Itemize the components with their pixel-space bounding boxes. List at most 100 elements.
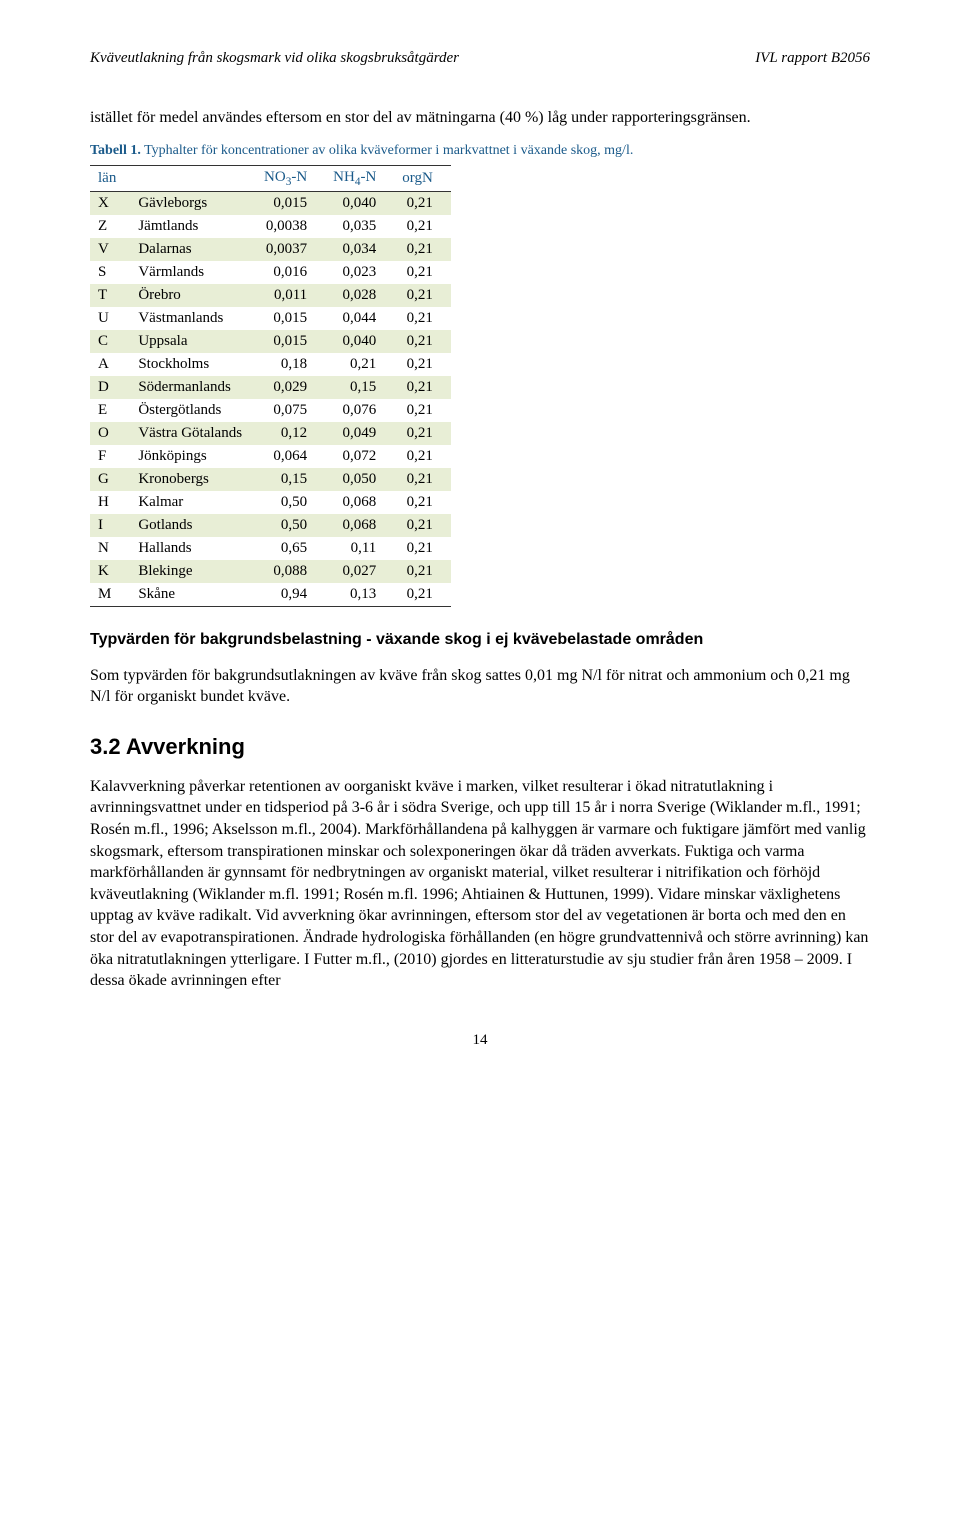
table-cell: Z	[90, 215, 130, 238]
table-row: OVästra Götalands0,120,0490,21	[90, 422, 451, 445]
table-cell: 0,21	[394, 307, 451, 330]
table-cell: 0,029	[256, 376, 325, 399]
table-cell: 0,028	[325, 284, 394, 307]
table-cell: Gävleborgs	[130, 191, 256, 215]
table-cell: Blekinge	[130, 560, 256, 583]
table-row: NHallands0,650,110,21	[90, 537, 451, 560]
table-row: ZJämtlands0,00380,0350,21	[90, 215, 451, 238]
table-row: MSkåne0,940,130,21	[90, 583, 451, 607]
table-cell: 0,011	[256, 284, 325, 307]
table-row: UVästmanlands0,0150,0440,21	[90, 307, 451, 330]
table-row: AStockholms0,180,210,21	[90, 353, 451, 376]
table-cell: 0,015	[256, 191, 325, 215]
table-cell: Jönköpings	[130, 445, 256, 468]
table-row: HKalmar0,500,0680,21	[90, 491, 451, 514]
table-cell: Västra Götalands	[130, 422, 256, 445]
table-cell: 0,0038	[256, 215, 325, 238]
table-cell: 0,15	[256, 468, 325, 491]
section-body: Kalavverkning påverkar retentionen av oo…	[90, 776, 870, 992]
table-caption: Tabell 1. Typhalter för koncentrationer …	[90, 143, 870, 159]
table-cell: 0,040	[325, 330, 394, 353]
table-cell: 0,050	[325, 468, 394, 491]
table-cell: T	[90, 284, 130, 307]
table-cell: 0,068	[325, 514, 394, 537]
table-cell: 0,044	[325, 307, 394, 330]
table-cell: Dalarnas	[130, 238, 256, 261]
table-cell: D	[90, 376, 130, 399]
table-cell: 0,18	[256, 353, 325, 376]
table-cell: 0,035	[325, 215, 394, 238]
table-cell: C	[90, 330, 130, 353]
table-row: KBlekinge0,0880,0270,21	[90, 560, 451, 583]
table-cell: 0,068	[325, 491, 394, 514]
table-row: EÖstergötlands0,0750,0760,21	[90, 399, 451, 422]
table-cell: Östergötlands	[130, 399, 256, 422]
table-row: GKronobergs0,150,0500,21	[90, 468, 451, 491]
table-cell: Gotlands	[130, 514, 256, 537]
table-cell: 0,040	[325, 191, 394, 215]
table-row: SVärmlands0,0160,0230,21	[90, 261, 451, 284]
table-cell: 0,21	[394, 422, 451, 445]
table-cell: E	[90, 399, 130, 422]
table-cell: 0,21	[394, 399, 451, 422]
table-cell: 0,21	[394, 514, 451, 537]
table-cell: 0,015	[256, 307, 325, 330]
table-cell: 0,21	[394, 353, 451, 376]
table-cell: 0,21	[394, 330, 451, 353]
col-nh4n: NH4-N	[325, 165, 394, 191]
table-cell: 0,21	[394, 560, 451, 583]
table-cell: 0,072	[325, 445, 394, 468]
table-row: TÖrebro0,0110,0280,21	[90, 284, 451, 307]
table-cell: F	[90, 445, 130, 468]
table-cell: 0,076	[325, 399, 394, 422]
table-cell: Värmlands	[130, 261, 256, 284]
table-cell: Västmanlands	[130, 307, 256, 330]
table-cell: 0,11	[325, 537, 394, 560]
table-cell: 0,075	[256, 399, 325, 422]
table-cell: 0,21	[394, 491, 451, 514]
table-row: DSödermanlands0,0290,150,21	[90, 376, 451, 399]
table-cell: Kalmar	[130, 491, 256, 514]
table-cell: 0,21	[394, 376, 451, 399]
col-lan-name	[130, 165, 256, 191]
table-row: VDalarnas0,00370,0340,21	[90, 238, 451, 261]
col-orgn: orgN	[394, 165, 451, 191]
intro-paragraph: istället för medel användes eftersom en …	[90, 107, 870, 129]
table-cell: V	[90, 238, 130, 261]
table-cell: 0,088	[256, 560, 325, 583]
table-cell: 0,023	[325, 261, 394, 284]
table-cell: G	[90, 468, 130, 491]
col-no3n: NO3-N	[256, 165, 325, 191]
table-cell: Hallands	[130, 537, 256, 560]
table-cell: 0,21	[394, 191, 451, 215]
table-cell: 0,064	[256, 445, 325, 468]
table-cell: 0,13	[325, 583, 394, 607]
table-cell: Kronobergs	[130, 468, 256, 491]
table-cell: 0,21	[394, 238, 451, 261]
sub-heading: Typvärden för bakgrundsbelastning - växa…	[90, 631, 870, 649]
table-cell: 0,21	[394, 215, 451, 238]
table-cell: Uppsala	[130, 330, 256, 353]
table-caption-label: Tabell 1.	[90, 143, 141, 158]
table-caption-text: Typhalter för koncentrationer av olika k…	[144, 143, 633, 158]
data-table: län NO3-N NH4-N orgN XGävleborgs0,0150,0…	[90, 165, 451, 607]
table-cell: 0,50	[256, 514, 325, 537]
table-cell: 0,50	[256, 491, 325, 514]
table-cell: K	[90, 560, 130, 583]
table-cell: 0,034	[325, 238, 394, 261]
table-cell: 0,21	[394, 583, 451, 607]
table-cell: 0,015	[256, 330, 325, 353]
table-cell: 0,027	[325, 560, 394, 583]
table-cell: O	[90, 422, 130, 445]
table-cell: Södermanlands	[130, 376, 256, 399]
table-cell: 0,049	[325, 422, 394, 445]
table-cell: 0,21	[394, 261, 451, 284]
table-row: IGotlands0,500,0680,21	[90, 514, 451, 537]
table-cell: Skåne	[130, 583, 256, 607]
table-cell: 0,21	[394, 284, 451, 307]
table-cell: X	[90, 191, 130, 215]
table-cell: 0,21	[394, 468, 451, 491]
table-cell: Stockholms	[130, 353, 256, 376]
table-cell: 0,21	[394, 445, 451, 468]
table-cell: S	[90, 261, 130, 284]
